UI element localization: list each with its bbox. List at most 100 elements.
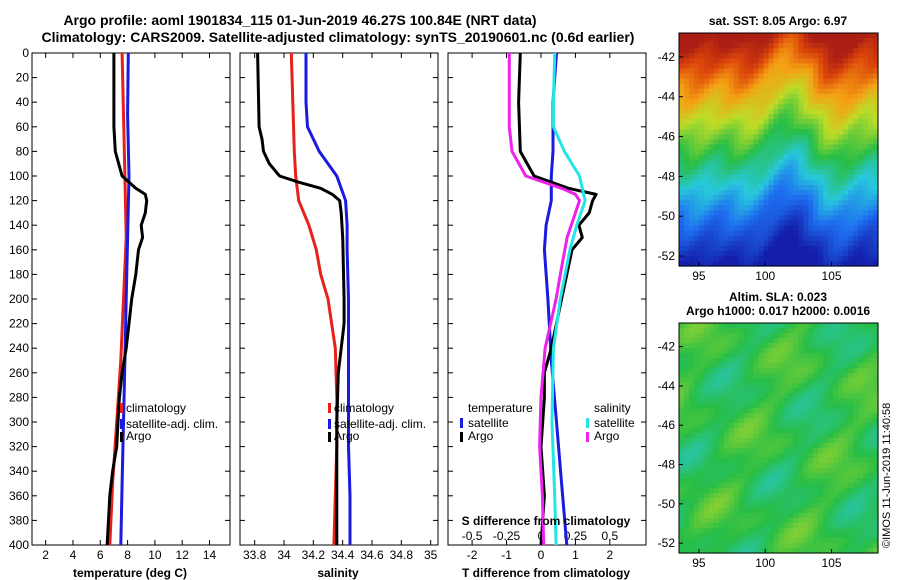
map-cell xyxy=(768,88,775,95)
map-cell xyxy=(813,453,819,459)
map-cell xyxy=(773,53,780,59)
map-cell xyxy=(703,134,710,140)
map-cell xyxy=(713,378,720,384)
map-cell xyxy=(783,513,790,519)
map-cell xyxy=(718,164,725,171)
map-cell xyxy=(823,463,829,469)
map-cell xyxy=(788,260,795,267)
map-cell xyxy=(684,240,690,247)
map-cell xyxy=(823,388,829,394)
map-cell xyxy=(728,448,735,454)
map-cell xyxy=(728,438,735,444)
map-cell xyxy=(758,423,765,429)
map-cell xyxy=(833,408,839,414)
x-tick-label: 4 xyxy=(70,548,77,562)
map-cell xyxy=(853,215,859,221)
map-cell xyxy=(768,98,775,105)
map-cell xyxy=(713,129,720,135)
map-cell xyxy=(828,255,834,262)
map-cell xyxy=(689,98,695,105)
map-cell xyxy=(833,468,839,474)
map-cell xyxy=(858,453,864,459)
map-cell xyxy=(853,463,859,469)
map-cell xyxy=(703,179,710,186)
map-cell xyxy=(708,98,715,105)
map-cell xyxy=(858,353,864,359)
map-cell xyxy=(698,63,705,70)
map-cell xyxy=(838,498,844,504)
map-cell xyxy=(838,78,844,85)
map-cell xyxy=(798,78,804,85)
map-cell xyxy=(783,358,790,364)
map-cell xyxy=(818,38,824,44)
map-cell xyxy=(773,483,780,489)
map-cell xyxy=(818,205,824,211)
map-cell xyxy=(733,195,740,201)
map-cell xyxy=(868,230,874,237)
map-cell xyxy=(733,418,740,424)
map-cell xyxy=(863,528,869,534)
map-cell xyxy=(748,43,755,49)
map-cell xyxy=(703,53,710,59)
map-cell xyxy=(768,408,775,414)
map-cell xyxy=(738,458,745,464)
map-cell xyxy=(788,388,795,394)
map-cell xyxy=(758,245,765,252)
map-cell xyxy=(808,114,814,120)
map-cell xyxy=(843,503,849,509)
map-cell xyxy=(853,38,859,44)
map-cell xyxy=(798,129,804,135)
map-cell xyxy=(848,38,854,44)
map-cell xyxy=(818,78,824,85)
map-cell xyxy=(708,169,715,176)
map-cell xyxy=(713,210,720,216)
y-tick-label: 100 xyxy=(9,169,29,183)
map-cell xyxy=(763,114,770,120)
map-cell xyxy=(838,164,844,171)
map-cell xyxy=(758,398,765,404)
map-cell xyxy=(708,144,715,151)
map-cell xyxy=(698,149,705,156)
map-cell xyxy=(823,164,829,171)
map-cell xyxy=(813,129,819,135)
map-cell xyxy=(718,503,725,509)
map-cell xyxy=(748,508,755,514)
map-cell xyxy=(818,83,824,90)
map-cell xyxy=(733,235,740,242)
legend-argo: Argo xyxy=(126,429,152,443)
map-cell xyxy=(773,353,780,359)
map-cell xyxy=(793,363,799,369)
map-cell xyxy=(833,463,839,469)
map-cell xyxy=(803,93,809,100)
map-cell xyxy=(733,185,740,191)
map-cell xyxy=(773,245,780,252)
map-cell xyxy=(783,373,790,379)
y-tick-label: 40 xyxy=(16,95,30,109)
map-cell xyxy=(689,250,695,257)
map-cell xyxy=(703,245,710,252)
map-cell xyxy=(863,144,869,151)
map-cell xyxy=(808,543,814,549)
map-cell xyxy=(853,103,859,110)
map-cell xyxy=(818,129,824,135)
map-cell xyxy=(808,260,814,267)
map-cell xyxy=(698,83,705,90)
map-cell xyxy=(838,205,844,211)
map-cell xyxy=(783,134,790,140)
map-cell xyxy=(838,323,844,329)
map-cell xyxy=(733,443,740,449)
map-cell xyxy=(853,533,859,539)
map-cell xyxy=(748,533,755,539)
map-cell xyxy=(728,119,735,125)
map-cell xyxy=(713,423,720,429)
map-cell xyxy=(773,205,780,211)
map-cell xyxy=(733,428,740,434)
map-cell xyxy=(858,63,864,70)
map-cell xyxy=(788,68,795,75)
map-cell xyxy=(858,528,864,534)
map-cell xyxy=(848,230,854,237)
map-cell xyxy=(738,363,745,369)
map-cell xyxy=(693,190,700,196)
map-cell xyxy=(703,493,710,499)
map-cell xyxy=(723,245,730,252)
